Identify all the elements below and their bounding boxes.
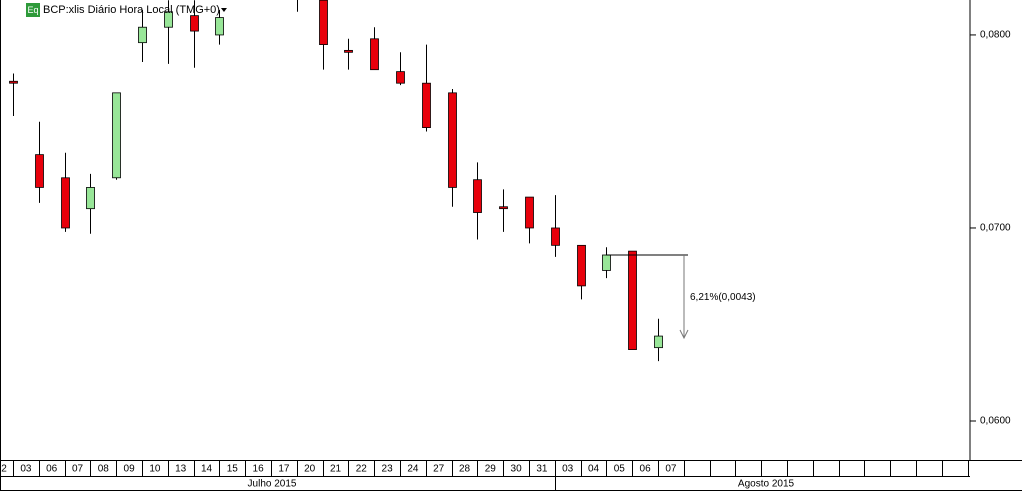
x-tick-label: 08 [98,464,110,475]
candle-body [164,11,173,28]
x-tick-label: 15 [227,464,239,475]
candle-body [9,80,18,84]
candle-body [577,244,586,287]
x-tick-label: 09 [124,464,136,475]
candle-body [602,254,611,271]
measure-arrowhead [679,329,689,340]
x-tick-label: 29 [485,464,497,475]
x-tick-label: 20 [304,464,316,475]
chart-title[interactable]: BCP:xlis Diário Hora Local (TMG+0) [43,4,220,16]
x-tick-label: 07 [72,464,84,475]
candle-body [138,26,147,44]
candle-body [654,335,663,349]
candle-body [370,38,379,71]
candle-body [86,187,95,210]
badge-text[interactable]: Eq [27,5,38,15]
x-tick-label: 06 [46,464,58,475]
candle-body [499,206,508,210]
month-label: Agosto 2015 [738,479,795,490]
candle-body [473,179,482,213]
y-tick-label: 0,0600 [980,416,1011,427]
x-tick-label: 07 [665,464,677,475]
x-tick-label: 22 [356,464,368,475]
x-tick-label: 14 [201,464,213,475]
candle-body [112,92,121,179]
candle-body [344,49,353,53]
x-tick-label: 23 [382,464,394,475]
candle-body [396,71,405,84]
x-tick-label: 13 [175,464,187,475]
candle-body [628,250,637,350]
x-tick-label: 24 [407,464,419,475]
x-tick-label: 06 [640,464,652,475]
y-tick-label: 0,0800 [980,30,1011,41]
x-tick-label: 27 [433,464,445,475]
x-tick-label: 03 [562,464,574,475]
candle-body [190,15,199,32]
x-tick-label: 03 [20,464,32,475]
x-tick-label: 28 [459,464,471,475]
x-tick-label: 2 [1,464,7,475]
x-tick-label: 30 [511,464,523,475]
plot-area [9,0,663,362]
candle-body [61,177,70,229]
measure-label: 6,21%(0,0043) [690,292,756,303]
badge[interactable] [26,3,40,17]
candle-body [448,92,457,188]
x-tick-label: 21 [330,464,342,475]
candle-body [525,196,534,229]
y-tick-label: 0,0700 [980,223,1011,234]
x-tick-label: 16 [253,464,265,475]
x-tick-label: 10 [149,464,161,475]
dropdown-arrow[interactable] [220,8,227,12]
candle-body [215,17,224,36]
candle-body [319,0,328,45]
x-tick-label: 05 [614,464,626,475]
candle-body [422,82,431,128]
x-tick-label: 31 [536,464,548,475]
x-tick-label: 04 [588,464,600,475]
candle-body [551,227,560,246]
candle-body [35,154,44,188]
month-label: Julho 2015 [248,479,297,490]
x-tick-label: 17 [278,464,290,475]
